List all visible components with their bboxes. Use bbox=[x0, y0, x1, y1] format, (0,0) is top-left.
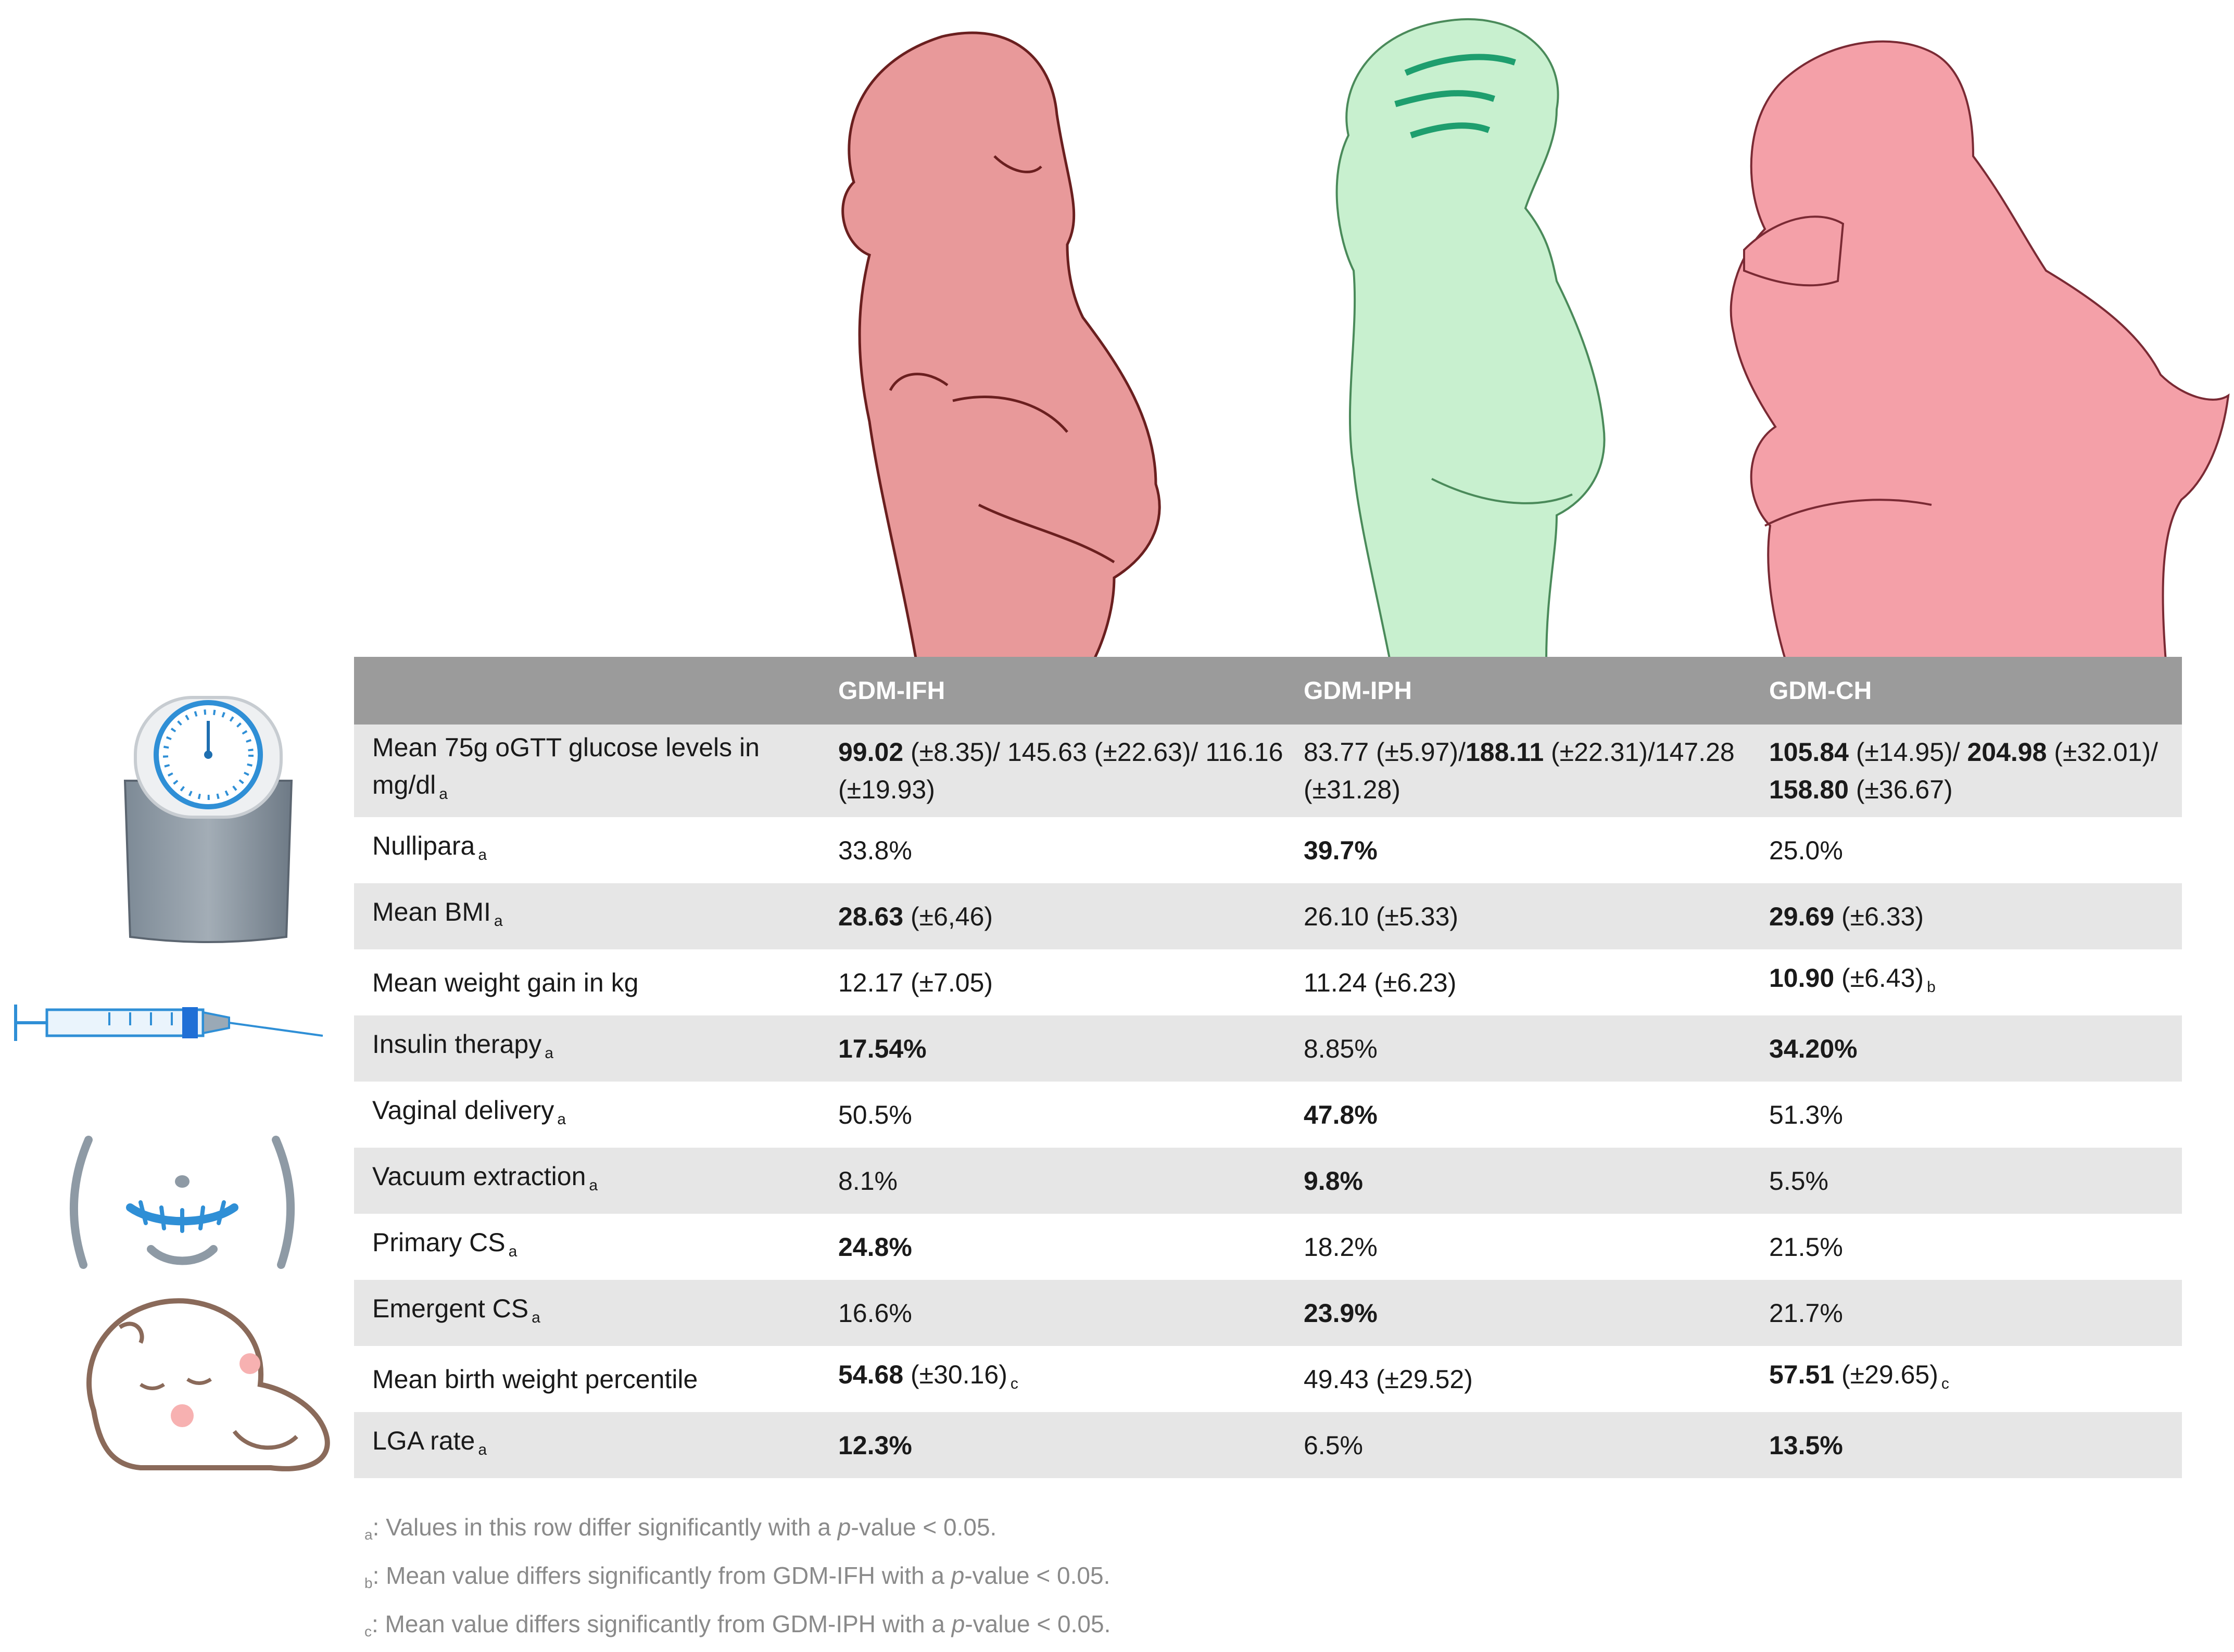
ifh-value: 12.17 (±7.05) bbox=[820, 949, 1285, 1015]
iph-value: 39.7% bbox=[1285, 817, 1751, 883]
iph-value: 26.10 (±5.33) bbox=[1285, 883, 1751, 949]
iph-value: 9.8% bbox=[1285, 1148, 1751, 1214]
row-label: Mean weight gain in kg bbox=[354, 949, 820, 1015]
ifh-value: 12.3% bbox=[820, 1412, 1285, 1478]
ifh-value: 33.8% bbox=[820, 817, 1285, 883]
row-label: Mean BMI a bbox=[354, 883, 820, 949]
iph-value: 18.2% bbox=[1285, 1214, 1751, 1280]
pregnant-woman-iph-illustration bbox=[1335, 18, 1606, 661]
header-gdm-ch: GDM-CH bbox=[1751, 657, 2182, 725]
ifh-value: 17.54% bbox=[820, 1015, 1285, 1082]
table-row: Vaginal delivery a 50.5% 47.8% 51.3% bbox=[354, 1082, 2182, 1148]
syringe-icon bbox=[14, 1005, 323, 1041]
ch-value: 105.84 (±14.95)/ 204.98 (±32.01)/ 158.80… bbox=[1751, 725, 2182, 817]
table-row: Primary CS a 24.8% 18.2% 21.5% bbox=[354, 1214, 2182, 1280]
table-row: LGA rate a 12.3% 6.5% 13.5% bbox=[354, 1412, 2182, 1478]
cesarean-section-icon bbox=[69, 1136, 295, 1269]
footnote: b: Mean value differs significantly from… bbox=[364, 1562, 1110, 1591]
row-label: Nullipara a bbox=[354, 817, 820, 883]
ch-value: 13.5% bbox=[1751, 1412, 2182, 1478]
iph-value: 8.85% bbox=[1285, 1015, 1751, 1082]
iph-value: 11.24 (±6.23) bbox=[1285, 949, 1751, 1015]
ch-value: 25.0% bbox=[1751, 817, 2182, 883]
table-row: Mean 75g oGTT glucose levels in mg/dl a 9… bbox=[354, 725, 2182, 817]
header-gdm-ifh: GDM-IFH bbox=[820, 657, 1285, 725]
ifh-value: 50.5% bbox=[820, 1082, 1285, 1148]
pregnant-woman-ch-illustration bbox=[1730, 40, 2230, 661]
ch-value: 51.3% bbox=[1751, 1082, 2182, 1148]
gdm-outcomes-table: GDM-IFH GDM-IPH GDM-CH Mean 75g oGTT glu… bbox=[354, 657, 2182, 1478]
iph-value: 83.77 (±5.97)/188.11 (±22.31)/147.28 (±3… bbox=[1285, 725, 1751, 817]
iph-value: 49.43 (±29.52) bbox=[1285, 1346, 1751, 1412]
pregnant-woman-ifh-illustration bbox=[841, 31, 1161, 661]
ifh-value: 54.68 (±30.16) c bbox=[820, 1346, 1285, 1412]
ifh-value: 8.1% bbox=[820, 1148, 1285, 1214]
ifh-value: 24.8% bbox=[820, 1214, 1285, 1280]
row-label: Primary CS a bbox=[354, 1214, 820, 1280]
row-label: Vaginal delivery a bbox=[354, 1082, 820, 1148]
table-row: Vacuum extraction a 8.1% 9.8% 5.5% bbox=[354, 1148, 2182, 1214]
footnotes: a: Values in this row differ significant… bbox=[364, 1507, 1110, 1652]
row-label: Mean 75g oGTT glucose levels in mg/dl a bbox=[354, 725, 820, 817]
table-row: Mean weight gain in kg 12.17 (±7.05) 11.… bbox=[354, 949, 2182, 1015]
row-label: Vacuum extraction a bbox=[354, 1148, 820, 1214]
sleeping-baby-icon bbox=[86, 1298, 330, 1471]
footnote: a: Values in this row differ significant… bbox=[364, 1514, 997, 1543]
header-gdm-iph: GDM-IPH bbox=[1285, 657, 1751, 725]
row-label: Emergent CS a bbox=[354, 1280, 820, 1346]
ifh-value: 16.6% bbox=[820, 1280, 1285, 1346]
table-header-row: GDM-IFH GDM-IPH GDM-CH bbox=[354, 657, 2182, 725]
ch-value: 29.69 (±6.33) bbox=[1751, 883, 2182, 949]
weighing-scale-icon bbox=[123, 696, 293, 943]
ch-value: 5.5% bbox=[1751, 1148, 2182, 1214]
table-row: Nullipara a 33.8% 39.7% 25.0% bbox=[354, 817, 2182, 883]
table-row: Mean BMI a 28.63 (±6,46) 26.10 (±5.33) 29… bbox=[354, 883, 2182, 949]
table-row: Mean birth weight percentile 54.68 (±30.… bbox=[354, 1346, 2182, 1412]
row-label: Insulin therapy a bbox=[354, 1015, 820, 1082]
iph-value: 47.8% bbox=[1285, 1082, 1751, 1148]
row-label: Mean birth weight percentile bbox=[354, 1346, 820, 1412]
ch-value: 21.7% bbox=[1751, 1280, 2182, 1346]
header-label-col bbox=[354, 657, 820, 725]
iph-value: 23.9% bbox=[1285, 1280, 1751, 1346]
ifh-value: 28.63 (±6,46) bbox=[820, 883, 1285, 949]
ch-value: 21.5% bbox=[1751, 1214, 2182, 1280]
iph-value: 6.5% bbox=[1285, 1412, 1751, 1478]
ch-value: 34.20% bbox=[1751, 1015, 2182, 1082]
table-row: Insulin therapy a 17.54% 8.85% 34.20% bbox=[354, 1015, 2182, 1082]
ifh-value: 99.02 (±8.35)/ 145.63 (±22.63)/ 116.16 (… bbox=[820, 725, 1285, 817]
row-label: LGA rate a bbox=[354, 1412, 820, 1478]
ch-value: 57.51 (±29.65) c bbox=[1751, 1346, 2182, 1412]
ch-value: 10.90 (±6.43) b bbox=[1751, 949, 2182, 1015]
table-row: Emergent CS a 16.6% 23.9% 21.7% bbox=[354, 1280, 2182, 1346]
